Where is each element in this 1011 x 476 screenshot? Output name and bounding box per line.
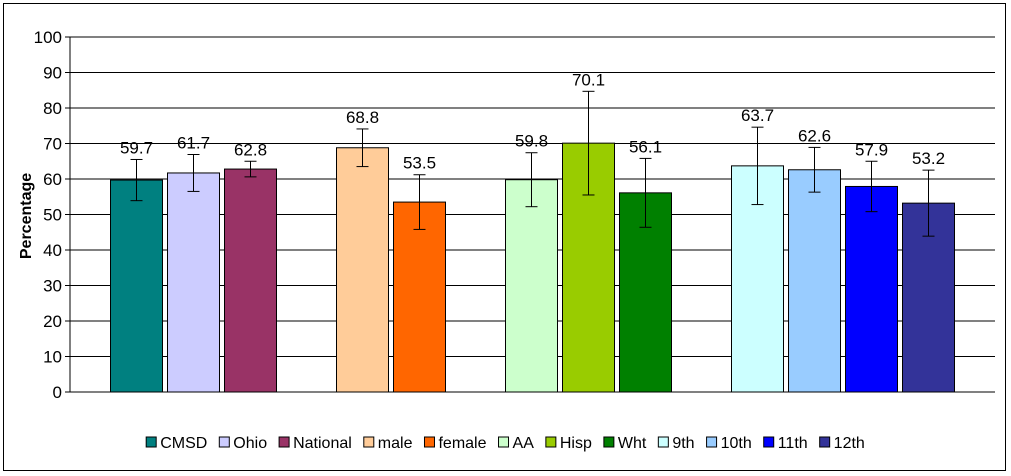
error-bars xyxy=(130,90,935,237)
legend-swatch-national xyxy=(278,436,290,448)
legend-swatch-11th xyxy=(763,436,775,448)
legend-label-10th: 10th xyxy=(721,435,752,452)
data-label: 59.8 xyxy=(515,132,548,151)
legend-swatch-wht xyxy=(603,436,615,448)
data-label: 53.2 xyxy=(912,149,945,168)
y-tick-label: 90 xyxy=(43,64,62,83)
legend-swatch-male xyxy=(363,436,375,448)
bar-female xyxy=(393,201,446,393)
legend-swatch-aa xyxy=(498,436,510,448)
legend-label-11th: 11th xyxy=(778,435,808,452)
bar-cmsd xyxy=(110,179,163,393)
legend-swatch-hisp xyxy=(545,436,557,448)
data-label: 63.7 xyxy=(741,106,774,125)
data-label: 57.9 xyxy=(855,140,888,159)
y-tick-label: 0 xyxy=(53,383,62,402)
data-label: 61.7 xyxy=(177,134,210,153)
bar-aa xyxy=(505,179,558,393)
data-label: 56.1 xyxy=(629,137,662,156)
bar-national xyxy=(224,168,277,393)
legend-label-wht: Wht xyxy=(618,435,647,452)
bar-ohio xyxy=(167,172,220,393)
data-label: 59.7 xyxy=(120,138,153,157)
data-label: 62.6 xyxy=(798,126,831,145)
data-label: 62.8 xyxy=(234,140,267,159)
legend-swatch-female xyxy=(423,436,435,448)
y-tick-label: 50 xyxy=(43,206,62,225)
y-tick-label: 30 xyxy=(43,277,62,296)
legend-label-12th: 12th xyxy=(834,435,865,452)
legend-label-hisp: Hisp xyxy=(560,435,592,452)
bar-11th xyxy=(845,185,898,393)
axes: 0 10 20 30 40 50 60 70 80 90 100 xyxy=(34,28,995,402)
legend-label-aa: AA xyxy=(513,435,535,452)
bars xyxy=(110,142,955,393)
legend-swatch-ohio xyxy=(218,436,230,448)
legend: CMSD Ohio National male female AA Hisp Wht 9th 10… xyxy=(145,435,865,452)
legend-label-9th: 9th xyxy=(672,435,694,452)
legend-swatch-12th xyxy=(819,436,831,448)
data-label: 68.8 xyxy=(346,108,379,127)
data-label: 70.1 xyxy=(572,70,605,89)
y-axis-label: Percentage xyxy=(18,173,35,259)
bar-10th xyxy=(788,169,841,393)
legend-label-ohio: Ohio xyxy=(233,435,267,452)
y-tick-label: 40 xyxy=(43,241,62,260)
y-tick-label: 70 xyxy=(43,135,62,154)
bar-male xyxy=(336,147,389,393)
y-tick-label: 20 xyxy=(43,312,62,331)
legend-label-cmsd: CMSD xyxy=(160,435,207,452)
legend-label-male: male xyxy=(378,435,413,452)
data-labels: 59.7 61.7 62.8 68.8 53.5 59.8 70.1 56.1 63.7 62.6… xyxy=(120,70,945,172)
legend-swatch-10th xyxy=(706,436,718,448)
legend-label-national: National xyxy=(293,435,352,452)
y-tick-label: 60 xyxy=(43,170,62,189)
y-tick-label: 10 xyxy=(43,348,62,367)
legend-swatch-9th xyxy=(657,436,669,448)
y-tick-label: 100 xyxy=(34,28,62,47)
legend-label-female: female xyxy=(438,435,486,452)
y-tick-label: 80 xyxy=(43,99,62,118)
legend-swatch-cmsd xyxy=(145,436,157,448)
data-label: 53.5 xyxy=(403,154,436,173)
